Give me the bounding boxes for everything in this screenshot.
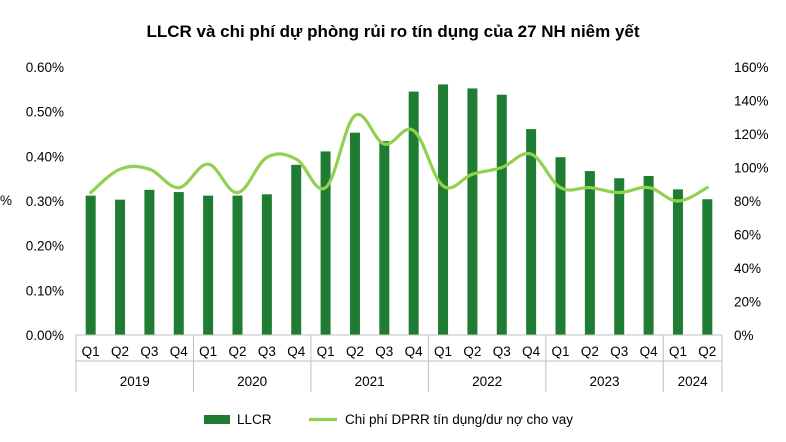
bar: [144, 189, 155, 335]
bar: [291, 164, 302, 335]
line-series: [89, 112, 709, 203]
category-label: Q1: [434, 344, 452, 359]
legend-label: Chi phí DPRR tín dụng/dư nợ cho vay: [345, 412, 573, 427]
left-tick-label: 0.40%: [26, 149, 64, 164]
year-label: 2020: [237, 374, 267, 389]
bar: [85, 195, 96, 335]
bar: [467, 88, 478, 335]
category-label: Q2: [228, 344, 246, 359]
bar: [672, 189, 683, 335]
category-label: Q3: [610, 344, 628, 359]
right-tick-label: 20%: [734, 295, 761, 310]
category-label: Q2: [463, 344, 481, 359]
category-label: Q4: [405, 344, 424, 359]
bar: [115, 199, 126, 335]
year-label: 2024: [678, 374, 709, 389]
bar: [438, 84, 449, 335]
left-tick-label: 0.20%: [26, 239, 64, 254]
bar: [526, 129, 537, 335]
category-label: Q1: [317, 344, 335, 359]
category-label: Q3: [140, 344, 158, 359]
category-label: Q4: [640, 344, 659, 359]
bar: [173, 192, 184, 335]
category-label: Q3: [375, 344, 393, 359]
right-tick-label: 60%: [734, 228, 761, 243]
bar: [261, 194, 272, 335]
bar: [496, 94, 507, 336]
bar: [614, 178, 625, 335]
bar: [643, 175, 654, 335]
category-label: Q4: [522, 344, 541, 359]
right-tick-label: 140%: [734, 94, 769, 109]
legend-label: LLCR: [237, 412, 272, 427]
right-tick-label: 40%: [734, 261, 761, 276]
year-label: 2023: [590, 374, 620, 389]
bar-series: [85, 84, 713, 336]
bar: [320, 151, 331, 335]
year-label: 2019: [120, 374, 150, 389]
category-label: Q4: [170, 344, 189, 359]
category-label: Q2: [111, 344, 129, 359]
left-tick-label: 0.00%: [26, 328, 64, 343]
year-label: 2022: [472, 374, 502, 389]
left-tick-label: 0.10%: [26, 283, 64, 298]
bar: [379, 141, 390, 335]
left-axis-ticks: 0.00% 0.10% 0.20% 0.30% 0.40% 0.50% 0.60%%: [0, 60, 64, 343]
line-path: [89, 112, 709, 203]
right-tick-label: 0%: [734, 328, 754, 343]
bar: [203, 195, 214, 335]
right-tick-label: 80%: [734, 194, 761, 209]
left-tick-label: 0.30%: [26, 194, 64, 209]
right-tick-label: 120%: [734, 127, 769, 142]
right-axis-ticks: 0% 20% 40% 60% 80% 100% 120% 140% 160%: [734, 60, 769, 343]
right-tick-label: 160%: [734, 60, 769, 75]
bar: [349, 132, 360, 335]
right-tick-label: 100%: [734, 161, 769, 176]
year-label: 2021: [355, 374, 385, 389]
category-label: Q4: [287, 344, 306, 359]
category-label: Q1: [669, 344, 687, 359]
left-tick-label: 0.60%: [26, 60, 64, 75]
bar: [408, 91, 419, 335]
category-label: Q2: [698, 344, 716, 359]
category-label: Q3: [493, 344, 511, 359]
category-label: Q1: [199, 344, 217, 359]
bar: [702, 199, 713, 335]
left-tick-label: 0.50%: [26, 105, 64, 120]
bar: [555, 157, 566, 335]
category-label: Q1: [82, 344, 100, 359]
chart-title: LLCR và chi phí dự phòng rủi ro tín dụng…: [146, 22, 640, 41]
category-label: Q3: [258, 344, 276, 359]
x-axis: Q1 Q2 Q3 Q4 Q1 Q2 Q3 Q4 Q1 Q2 Q3 Q4 Q1 Q2 Q3 Q4 Q1 Q2 Q3 Q4…: [75, 334, 723, 392]
legend-swatch-bar: [204, 415, 230, 424]
bar: [584, 171, 595, 335]
left-axis-label: %: [0, 193, 12, 208]
legend: LLCR Chi phí DPRR tín dụng/dư nợ cho vay: [204, 412, 573, 427]
category-label: Q1: [551, 344, 569, 359]
category-label: Q2: [581, 344, 599, 359]
category-label: Q2: [346, 344, 364, 359]
bar: [232, 195, 243, 335]
